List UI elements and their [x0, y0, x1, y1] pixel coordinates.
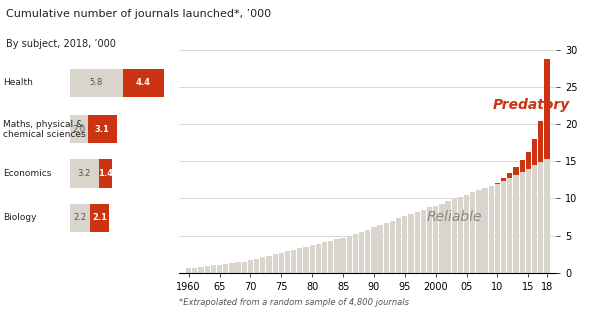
Bar: [371, 228, 377, 273]
Bar: [470, 193, 475, 273]
FancyBboxPatch shape: [90, 204, 109, 232]
Text: Economics: Economics: [2, 169, 51, 178]
Bar: [408, 214, 414, 273]
Bar: [334, 239, 340, 273]
FancyBboxPatch shape: [69, 115, 88, 143]
Text: Health: Health: [2, 78, 32, 87]
Bar: [489, 186, 494, 273]
Text: By subject, 2018, ’000: By subject, 2018, ’000: [6, 39, 116, 49]
Bar: [186, 268, 191, 273]
Bar: [217, 265, 222, 273]
Text: 3.1: 3.1: [95, 125, 110, 134]
Bar: [347, 236, 352, 273]
Bar: [501, 178, 507, 180]
Text: 3.2: 3.2: [78, 169, 91, 178]
Bar: [192, 268, 197, 273]
Bar: [396, 219, 401, 273]
Bar: [328, 241, 333, 273]
Bar: [229, 263, 234, 273]
Bar: [451, 199, 457, 273]
Bar: [532, 139, 537, 165]
Bar: [384, 223, 389, 273]
Bar: [544, 59, 550, 159]
Text: 5.8: 5.8: [90, 78, 103, 87]
Bar: [273, 254, 277, 273]
Text: Biology: Biology: [2, 213, 36, 223]
Bar: [390, 221, 395, 273]
Bar: [446, 202, 451, 273]
Text: *Extrapolated from a random sample of 4,800 journals: *Extrapolated from a random sample of 4,…: [179, 298, 410, 307]
Bar: [440, 204, 444, 273]
Bar: [427, 207, 432, 273]
Bar: [501, 180, 507, 273]
FancyBboxPatch shape: [123, 69, 163, 97]
Bar: [297, 248, 303, 273]
Bar: [205, 266, 210, 273]
FancyBboxPatch shape: [88, 115, 117, 143]
Bar: [507, 178, 512, 273]
Text: Maths, physical &
chemical sciences: Maths, physical & chemical sciences: [2, 120, 86, 139]
Bar: [248, 260, 253, 273]
Bar: [285, 251, 290, 273]
Bar: [223, 264, 228, 273]
Bar: [353, 234, 358, 273]
Text: 2.2: 2.2: [73, 213, 86, 223]
FancyBboxPatch shape: [69, 204, 90, 232]
FancyBboxPatch shape: [69, 159, 99, 188]
Text: 2.1: 2.1: [92, 213, 107, 223]
Bar: [433, 206, 438, 273]
Bar: [279, 253, 284, 273]
Bar: [310, 245, 315, 273]
Bar: [464, 195, 469, 273]
Bar: [544, 159, 550, 273]
Bar: [483, 188, 488, 273]
Bar: [538, 162, 544, 273]
Bar: [266, 256, 271, 273]
Bar: [316, 244, 321, 273]
Bar: [236, 262, 241, 273]
Bar: [538, 121, 544, 162]
Bar: [402, 216, 407, 273]
Bar: [526, 152, 531, 169]
Bar: [359, 232, 364, 273]
Text: Predatory: Predatory: [493, 98, 570, 113]
Bar: [520, 161, 525, 172]
Text: Cumulative number of journals launched*, ’000: Cumulative number of journals launched*,…: [6, 9, 271, 19]
Bar: [513, 175, 518, 273]
Bar: [365, 230, 370, 273]
Bar: [260, 257, 266, 273]
Bar: [507, 173, 512, 178]
Bar: [254, 259, 259, 273]
Bar: [322, 242, 327, 273]
Bar: [520, 172, 525, 273]
Bar: [421, 210, 426, 273]
Bar: [495, 184, 500, 273]
Text: 2.0: 2.0: [72, 125, 86, 134]
Bar: [477, 190, 481, 273]
Bar: [291, 250, 296, 273]
Bar: [458, 197, 463, 273]
Bar: [377, 225, 383, 273]
FancyBboxPatch shape: [69, 69, 123, 97]
Bar: [242, 262, 247, 273]
Bar: [526, 169, 531, 273]
Bar: [340, 238, 346, 273]
Text: 1.4: 1.4: [98, 169, 113, 178]
Text: Reliable: Reliable: [426, 210, 482, 224]
FancyBboxPatch shape: [99, 159, 112, 188]
Bar: [532, 165, 537, 273]
Bar: [199, 267, 204, 273]
Bar: [513, 167, 518, 175]
Text: 4.4: 4.4: [136, 78, 151, 87]
Bar: [495, 183, 500, 184]
Bar: [303, 247, 309, 273]
Bar: [210, 265, 216, 273]
Bar: [414, 212, 420, 273]
